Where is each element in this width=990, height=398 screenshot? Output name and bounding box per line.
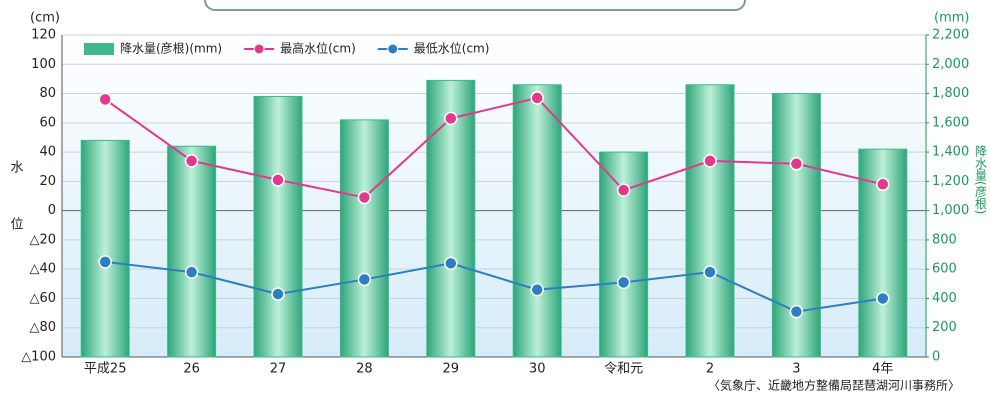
point — [357, 190, 372, 205]
bar — [80, 139, 130, 358]
x-tick-label: 28 — [356, 362, 373, 377]
y2-tick-label: 400 — [932, 291, 957, 306]
point — [789, 157, 804, 171]
y2-tick-label: 2,000 — [932, 57, 969, 72]
bar — [167, 145, 217, 358]
x-tick-label: 4年 — [872, 362, 893, 377]
y2-tick-label: 200 — [932, 320, 957, 335]
point — [98, 255, 112, 269]
y-tick-label: 80 — [39, 86, 56, 101]
point — [530, 282, 544, 297]
bar — [253, 95, 303, 358]
legend-swatch — [387, 43, 399, 55]
line — [104, 96, 884, 199]
x-tick-label: 3 — [792, 362, 800, 377]
y-tick-label: △40 — [29, 262, 56, 277]
point — [444, 111, 458, 126]
point — [271, 173, 285, 187]
y-tick-label: △60 — [29, 291, 56, 306]
x-tick-label: 26 — [183, 362, 200, 377]
y-tick-label: 100 — [31, 57, 56, 72]
bar — [339, 119, 389, 358]
point — [703, 265, 717, 279]
y2-tick-label: 1,800 — [932, 86, 969, 101]
y2-tick-label: 2,200 — [932, 28, 969, 43]
y-unit: (cm) — [30, 11, 60, 26]
title-box — [204, 0, 746, 11]
y-tick-label: △100 — [21, 350, 56, 365]
y2-tick-label: 1,000 — [932, 203, 969, 218]
line — [105, 260, 883, 313]
y-tick-label: 0 — [48, 203, 56, 218]
y2-tick-label: 1,400 — [932, 145, 969, 160]
y-tick-label: △80 — [29, 320, 56, 335]
bar — [685, 84, 735, 358]
x-tick-label: 2 — [706, 362, 714, 377]
point — [616, 275, 631, 290]
point — [789, 304, 804, 319]
bar — [426, 79, 476, 358]
y2-tick-label: 1,200 — [932, 174, 969, 189]
y2-unit: (mm) — [934, 11, 969, 26]
y2-label: 降水量(彦根) — [974, 145, 988, 215]
point — [357, 272, 372, 287]
x-tick-label: 令和元 — [604, 362, 643, 377]
x-tick-label: 29 — [443, 362, 460, 377]
legend-swatch — [84, 43, 114, 55]
point — [616, 183, 631, 197]
y-tick-label: △20 — [29, 232, 56, 247]
y2-tick-label: 600 — [932, 262, 957, 277]
point — [184, 154, 199, 168]
point — [530, 91, 544, 105]
point — [98, 92, 112, 107]
x-tick-label: 平成25 — [84, 362, 127, 377]
bar — [512, 84, 562, 358]
legend-swatch — [253, 43, 265, 55]
point — [876, 291, 890, 306]
point — [271, 287, 285, 301]
bar — [599, 151, 649, 358]
legend-label: 降水量(彦根)(mm) — [120, 41, 222, 56]
point — [444, 256, 458, 271]
legend-label: 最低水位(cm) — [414, 41, 490, 56]
y-tick-label: 20 — [39, 174, 56, 189]
y-tick-label: 60 — [39, 115, 56, 130]
point — [876, 177, 890, 192]
y2-tick-label: 0 — [932, 350, 940, 365]
x-tick-label: 30 — [529, 362, 546, 377]
y2-tick-label: 800 — [932, 232, 957, 247]
source: 〈気象庁、近畿地方整備局琵琶湖河川事務所〉 — [708, 378, 960, 393]
point — [184, 265, 199, 279]
y-label: 水位 — [8, 160, 24, 274]
legend-label: 最高水位(cm) — [280, 41, 356, 56]
y-tick-label: 40 — [39, 145, 56, 160]
y2-tick-label: 1,600 — [932, 115, 969, 130]
x-tick-label: 27 — [270, 362, 287, 377]
y-tick-label: 120 — [31, 28, 56, 43]
point — [703, 154, 717, 168]
